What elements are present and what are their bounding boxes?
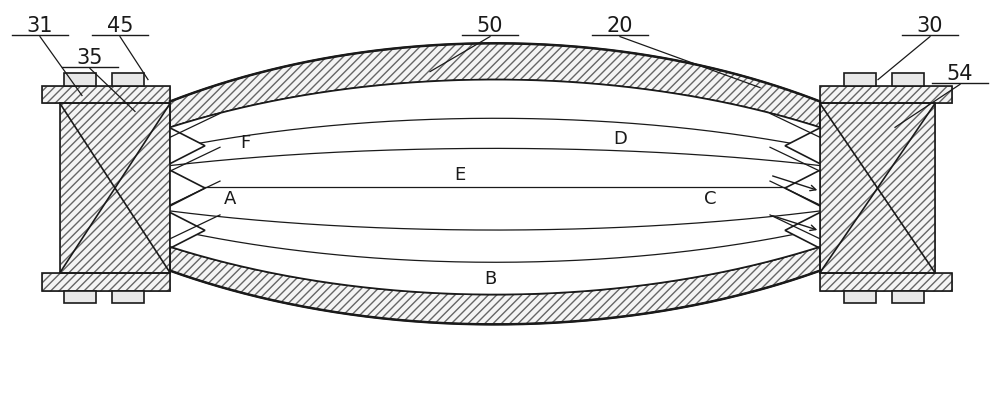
Text: E: E: [454, 166, 466, 184]
Text: 31: 31: [27, 16, 53, 36]
Text: 54: 54: [947, 64, 973, 84]
Text: 45: 45: [107, 16, 133, 36]
Polygon shape: [820, 103, 935, 273]
Text: A: A: [224, 190, 236, 208]
Bar: [844, 291, 876, 303]
Polygon shape: [170, 80, 820, 295]
Bar: [844, 73, 876, 86]
Polygon shape: [42, 86, 170, 103]
Polygon shape: [170, 170, 205, 206]
Polygon shape: [785, 213, 820, 248]
Polygon shape: [170, 43, 820, 127]
Text: F: F: [240, 134, 250, 152]
Text: C: C: [704, 190, 716, 208]
Text: 20: 20: [607, 16, 633, 36]
Text: D: D: [613, 130, 627, 148]
Bar: [112, 291, 144, 303]
Polygon shape: [785, 128, 820, 164]
Polygon shape: [820, 273, 952, 291]
Bar: [892, 73, 924, 86]
Polygon shape: [785, 170, 820, 206]
Bar: [892, 291, 924, 303]
Polygon shape: [170, 247, 820, 324]
Polygon shape: [60, 103, 170, 273]
Polygon shape: [820, 86, 952, 103]
Bar: [64, 73, 96, 86]
Bar: [64, 291, 96, 303]
Polygon shape: [170, 213, 205, 248]
Text: 30: 30: [917, 16, 943, 36]
Text: 50: 50: [477, 16, 503, 36]
Text: B: B: [484, 269, 496, 288]
Polygon shape: [42, 273, 170, 291]
Bar: [112, 73, 144, 86]
Text: 35: 35: [77, 48, 103, 68]
Polygon shape: [170, 128, 205, 164]
